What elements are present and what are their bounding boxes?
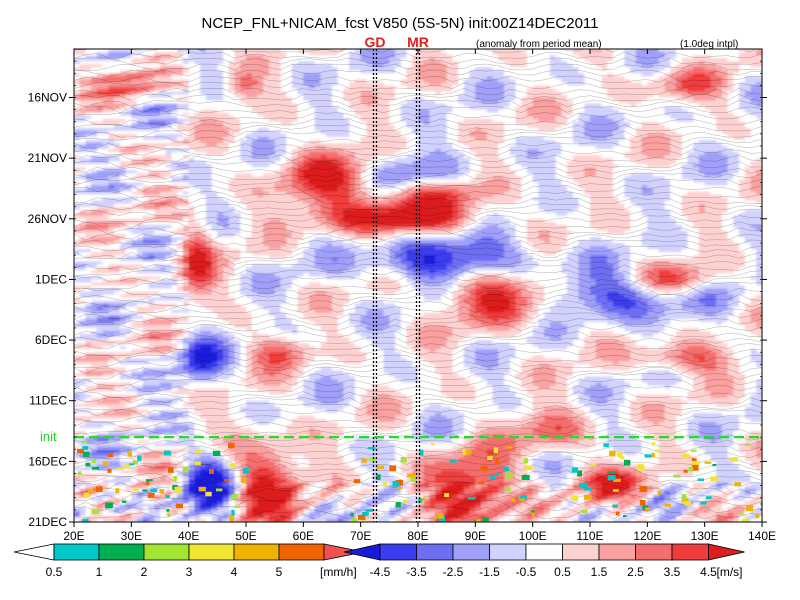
wind-swatch	[672, 544, 709, 560]
wind-colorbar-label: 0.5	[554, 565, 571, 579]
y-tick-label: 21NOV	[28, 151, 67, 165]
wind-swatch	[490, 544, 527, 560]
wind-swatch	[636, 544, 673, 560]
init-label: init	[40, 429, 57, 444]
wind-colorbar-label: 2.5	[627, 565, 644, 579]
wind-swatch	[563, 544, 600, 560]
wind-colorbar-label: 4.5	[700, 565, 717, 579]
y-tick-label: 16DEC	[28, 454, 67, 468]
y-tick-label: 26NOV	[28, 212, 67, 226]
y-tick-label: 11DEC	[29, 394, 67, 408]
precip-colorbar: 0.5 1 2 3 4 5 [mm/h]	[14, 544, 364, 579]
y-tick-label: 6DEC	[35, 333, 67, 347]
wind-swatch	[417, 544, 454, 560]
wind-colorbar-label: -0.5	[516, 565, 537, 579]
wind-colorbar-label: -4.5	[370, 565, 391, 579]
y-tick-label: 16NOV	[28, 91, 67, 105]
wind-colorbar-label: -3.5	[406, 565, 427, 579]
wind-swatch	[599, 544, 636, 560]
precip-swatch	[189, 544, 234, 560]
wind-swatch	[526, 544, 563, 560]
x-tick-label: 30E	[121, 529, 142, 543]
x-tick-label: 20E	[63, 529, 84, 543]
x-tick-label: 100E	[519, 529, 547, 543]
wind-colorbar-label: -2.5	[443, 565, 464, 579]
marker-label: GD	[365, 34, 386, 50]
x-tick-label: 60E	[293, 529, 314, 543]
precip-swatch	[99, 544, 144, 560]
x-tick-label: 120E	[633, 529, 661, 543]
precip-swatch	[144, 544, 189, 560]
x-tick-label: 140E	[748, 529, 776, 543]
precip-swatch	[234, 544, 279, 560]
x-tick-label: 70E	[350, 529, 371, 543]
precip-colorbar-label: 5	[276, 565, 283, 579]
chart-title: NCEP_FNL+NICAM_fcst V850 (5S-5N) init:00…	[202, 15, 599, 32]
precip-colorbar-label: 3	[186, 565, 193, 579]
interpolation-note: (1.0deg intpl)	[680, 39, 738, 50]
y-tick-label: 1DEC	[35, 272, 67, 286]
precip-swatch	[54, 544, 99, 560]
precip-colorbar-label: 2	[141, 565, 148, 579]
anomaly-note: (anomaly from period mean)	[476, 39, 602, 50]
x-tick-label: 80E	[407, 529, 428, 543]
x-tick-label: 110E	[576, 529, 603, 543]
x-tick-label: 40E	[178, 529, 199, 543]
x-tick-label: 130E	[691, 529, 719, 543]
wind-colorbar-label: -1.5	[479, 565, 500, 579]
wind-unit: [m/s]	[717, 565, 743, 579]
wind-colorbar-label: 3.5	[664, 565, 681, 579]
x-tick-label: 50E	[235, 529, 256, 543]
precip-colorbar-label: 4	[231, 565, 238, 579]
precip-colorbar-label: 0.5	[46, 565, 63, 579]
x-tick-label: 90E	[465, 529, 486, 543]
wind-swatch	[380, 544, 417, 560]
precip-unit: [mm/h]	[320, 565, 357, 579]
wind-swatch	[453, 544, 490, 560]
precip-swatch	[279, 544, 324, 560]
precip-colorbar-label: 1	[96, 565, 103, 579]
marker-label: MR	[407, 34, 429, 50]
y-tick-label: 21DEC	[28, 515, 67, 529]
wind-colorbar-label: 1.5	[591, 565, 608, 579]
wind-colorbar: -4.5 -3.5 -2.5 -1.5 -0.5 0.5 1.5 2.5 3.5 4.5 [m/s]	[344, 544, 745, 579]
